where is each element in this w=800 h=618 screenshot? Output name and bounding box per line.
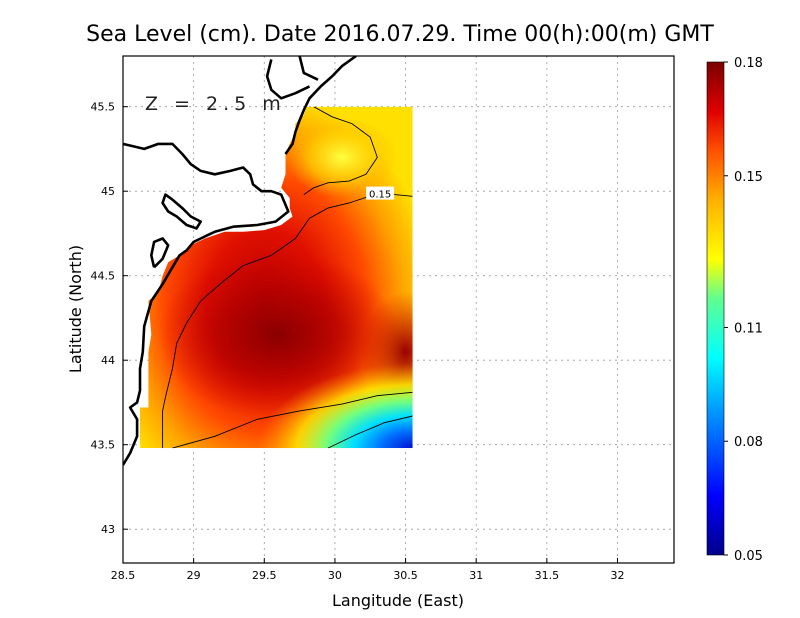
x-axis-label: Langitude (East) [332,591,464,610]
field-minimum-corner [257,363,413,449]
x-tick-label: 29 [187,569,201,582]
coastline-lagoon [161,193,202,230]
plot-frame [122,55,675,564]
colorbar-tick-label: 0.11 [734,321,763,336]
colorbar-ticks: 0.05 0.08 0.11 0.15 0.18 [724,56,763,564]
x-tick-label: 29.5 [252,569,277,582]
coastline-main [123,142,290,466]
coastline-estuary-east [298,56,319,81]
chart-title: Sea Level (cm). Date 2016.07.29. Time 00… [86,22,714,47]
coastline [123,56,357,466]
colorbar [706,61,725,556]
y-tick-label: 43 [101,523,115,536]
contour-line [162,194,413,449]
field-local-low [286,117,397,198]
coastline-north [284,56,357,155]
y-tick-label: 43.5 [91,439,116,452]
y-axis-label: Latitude (North) [66,245,85,373]
y-tick-label: 44 [101,354,115,367]
x-tick-label: 30 [328,569,342,582]
x-tick-label: 28.5 [111,569,136,582]
x-tick-label: 31 [469,569,483,582]
colorbar-tick-label: 0.18 [734,56,763,71]
contour-line [172,391,413,449]
colorbar-tick-label: 0.05 [734,549,763,564]
x-tick-label: 31.5 [535,569,560,582]
colorbar-tick-label: 0.08 [734,435,763,450]
y-axis-ticks: 43 43.5 44 44.5 45 45.5 [91,101,128,536]
contour-label-text: 0.15 [369,190,391,201]
colorbar-tick-label: 0.15 [734,170,763,185]
coastline-lagoon-small [150,237,170,269]
depth-annotation: Z = 2.5 m [145,93,286,115]
y-tick-label: 45.5 [91,101,116,114]
coastline-estuary [265,59,311,100]
x-tick-label: 30.5 [393,569,418,582]
contour-label: 0.15 [366,186,395,201]
x-axis-ticks: 28.5 29 29.5 30 30.5 31 31.5 32 [111,558,624,582]
contour-line [303,106,378,195]
contour-line [327,415,413,449]
x-tick-label: 32 [610,569,624,582]
y-tick-label: 45 [101,185,115,198]
y-tick-label: 44.5 [91,270,116,283]
contour-label-background [366,186,395,200]
contour-lines [162,106,413,449]
